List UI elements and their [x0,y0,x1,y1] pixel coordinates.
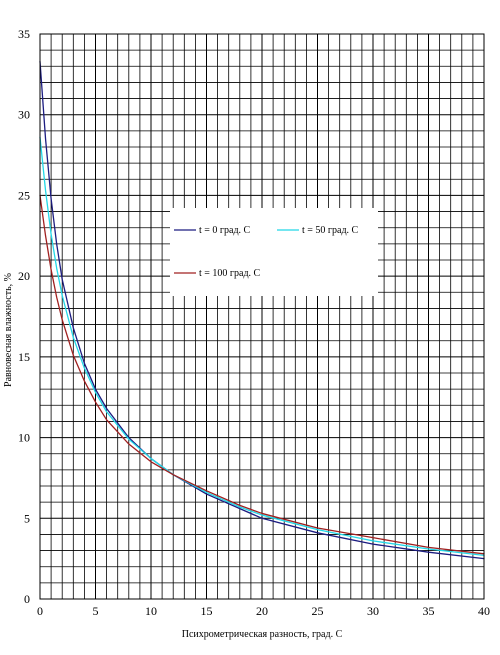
y-tick-label: 15 [18,350,30,364]
y-tick-label: 30 [18,108,30,122]
x-tick-label: 30 [367,604,379,618]
x-tick-label: 40 [478,604,490,618]
legend-item-t0: t = 0 град. С [174,225,251,236]
x-tick-label: 10 [145,604,157,618]
legend-label-t100: t = 100 град. С [199,268,261,279]
plot-frame [39,33,485,600]
y-tick-label: 5 [24,511,30,525]
legend-label-t0: t = 0 град. С [199,225,251,236]
y-tick-label: 10 [18,431,30,445]
y-tick-label: 35 [18,27,30,41]
x-tick-label: 35 [423,604,435,618]
x-tick-labels: 0 5 10 15 20 25 30 35 40 [37,604,490,618]
legend-item-t100: t = 100 град. С [174,268,261,279]
legend: t = 0 град. С t = 50 град. С t = 100 гра… [170,208,378,296]
series-line-2 [39,194,485,555]
series-layer [39,60,485,560]
legend-label-t50: t = 50 град. С [302,225,359,236]
x-axis-label: Психрометрическая разность, град. С [182,629,343,640]
series-line-1 [39,136,485,557]
y-tick-label: 20 [18,269,30,283]
x-tick-label: 0 [37,604,43,618]
y-tick-label: 0 [24,592,30,606]
legend-box [170,208,378,296]
x-tick-label: 20 [256,604,268,618]
y-axis-label: Равновесная влажность, % [3,273,14,387]
y-tick-label: 25 [18,188,30,202]
x-tick-label: 25 [312,604,324,618]
legend-item-t50: t = 50 град. С [277,225,359,236]
grid-minor [40,34,484,599]
x-tick-label: 15 [201,604,213,618]
x-tick-label: 5 [93,604,99,618]
series-line-0 [39,60,485,560]
y-tick-labels: 0 5 10 15 20 25 30 35 [18,27,30,606]
